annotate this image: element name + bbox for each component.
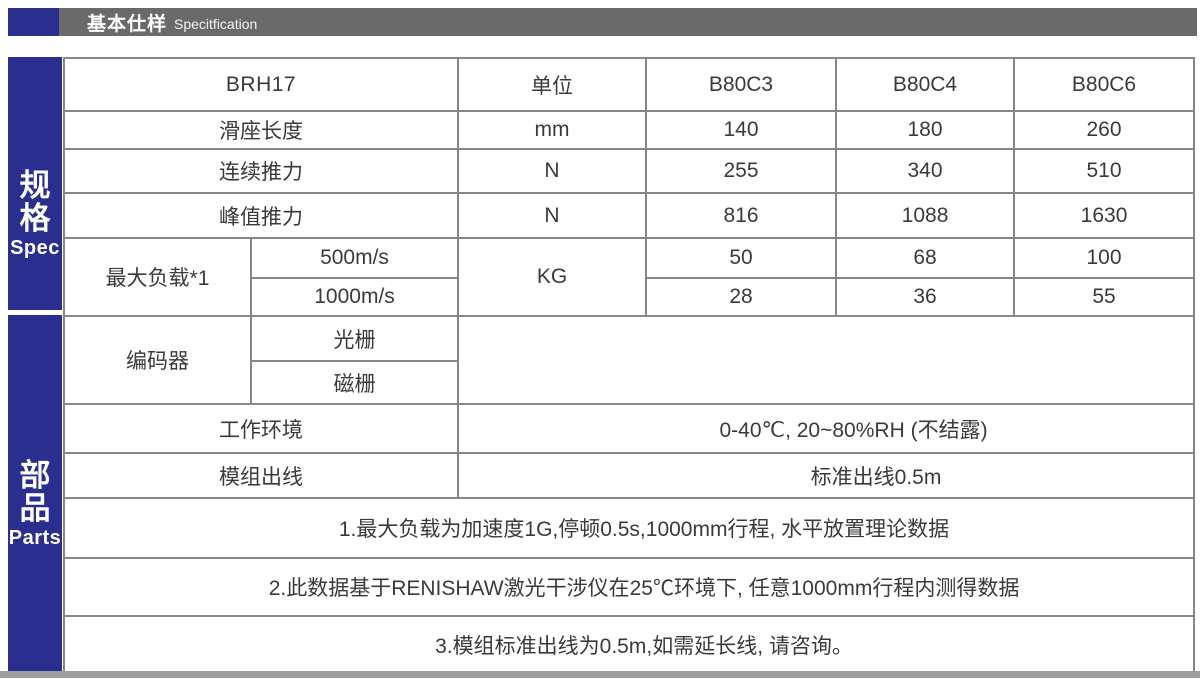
row-unit: N [457, 148, 648, 194]
table-row-peak-force: 峰值推力 N 816 1088 1630 [62, 192, 1196, 239]
value-cell: 140 [645, 110, 838, 150]
encoder-value-cell-empty [457, 315, 1196, 405]
note-text: 1.最大负载为加速度1G,停顿0.5s,1000mm行程, 水平放置理论数据 [62, 497, 1196, 559]
side-tab-parts-label-en: Parts [8, 527, 62, 550]
table-row-note-3: 3.模组标准出线为0.5m,如需延长线, 请咨询。 [62, 615, 1196, 674]
table-row-max-load-500: 最大负载*1 500m/s KG 50 68 100 [63, 237, 1196, 317]
value-cell: 340 [835, 148, 1016, 194]
section-title-en: Specitfication [174, 15, 258, 32]
value-cell: 1630 [1013, 192, 1196, 239]
cable-value-cell: 标准出线0.5m [457, 452, 1196, 499]
value-cell: 1088 [835, 192, 1016, 239]
table-row-environment: 工作环境 0-40℃, 20~80%RH (不结露) [62, 403, 1196, 454]
table-row-cable: 模组出线 标准出线0.5m [62, 452, 1196, 499]
note-text: 3.模组标准出线为0.5m,如需延长线, 请咨询。 [62, 615, 1196, 674]
max-load-speed-label: 1000m/s [249, 277, 460, 317]
value-cell: 100 [1013, 237, 1196, 279]
side-tab-spec-label-en: Spec [10, 237, 60, 260]
note-text: 2.此数据基于RENISHAW激光干涉仪在25℃环境下, 任意1000mm行程内… [62, 557, 1196, 617]
side-tab-parts-label-cn: 部品 [19, 457, 51, 526]
column-header-b80c3: B80C3 [645, 57, 838, 112]
bottom-divider-bar [0, 671, 1200, 678]
side-tab-spec-label-cn: 规格 [19, 167, 51, 236]
table-row-encoder-optical: 编码器 光栅 [63, 315, 1196, 405]
value-cell: 50 [645, 237, 838, 279]
model-name-cell: BRH17 [62, 57, 460, 112]
table-row-note-2: 2.此数据基于RENISHAW激光干涉仪在25℃环境下, 任意1000mm行程内… [62, 557, 1196, 617]
table-row-note-1: 1.最大负载为加速度1G,停顿0.5s,1000mm行程, 水平放置理论数据 [62, 497, 1196, 559]
row-label: 峰值推力 [62, 192, 460, 239]
table-row-header: BRH17 单位 B80C3 B80C4 B80C6 [62, 57, 1196, 112]
row-label: 滑座长度 [62, 110, 460, 150]
row-unit: mm [457, 110, 648, 150]
max-load-speed-label: 500m/s [249, 237, 460, 279]
value-cell: 68 [835, 237, 1016, 279]
table-row-continuous-force: 连续推力 N 255 340 510 [62, 148, 1196, 194]
side-tab-parts: 部品 Parts [8, 315, 62, 672]
value-cell: 28 [645, 277, 838, 317]
row-label: 模组出线 [62, 452, 460, 499]
section-title-bar: 基本仕样 Specitfication [8, 8, 1197, 36]
spec-table: BRH17 单位 B80C3 B80C4 B80C6 滑座长度 mm 140 1… [62, 57, 1196, 674]
unit-header-cell: 单位 [457, 57, 648, 112]
environment-value-cell: 0-40℃, 20~80%RH (不结露) [457, 403, 1196, 454]
row-label: 连续推力 [62, 148, 460, 194]
column-header-b80c4: B80C4 [835, 57, 1016, 112]
column-header-b80c6: B80C6 [1013, 57, 1196, 112]
value-cell: 55 [1013, 277, 1196, 317]
value-cell: 260 [1013, 110, 1196, 150]
row-label: 工作环境 [62, 403, 460, 454]
value-cell: 36 [835, 277, 1016, 317]
max-load-label-cell: 最大负载*1 [63, 237, 252, 317]
side-tab-spec: 规格 Spec [8, 57, 62, 310]
value-cell: 510 [1013, 148, 1196, 194]
table-row-max-load-1000: 1000m/s 28 36 55 [64, 277, 1196, 317]
encoder-option-cell: 光栅 [249, 315, 460, 362]
value-cell: 816 [645, 192, 838, 239]
accent-block [8, 8, 59, 36]
value-cell: 180 [835, 110, 1016, 150]
value-cell: 255 [645, 148, 838, 194]
table-row-slider-length: 滑座长度 mm 140 180 260 [62, 110, 1196, 150]
table-row-encoder-magnetic: 磁栅 [64, 360, 1194, 405]
max-load-unit-cell: KG [457, 237, 648, 317]
encoder-option-cell: 磁栅 [249, 360, 460, 405]
encoder-label-cell: 编码器 [63, 315, 252, 405]
row-unit: N [457, 192, 648, 239]
section-title-cn: 基本仕样 [87, 13, 168, 35]
